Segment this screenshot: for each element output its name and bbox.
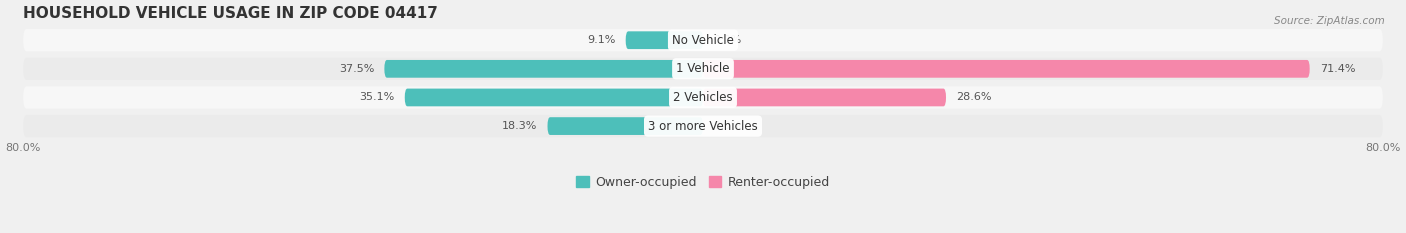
FancyBboxPatch shape: [405, 89, 703, 106]
FancyBboxPatch shape: [24, 86, 1382, 109]
Text: No Vehicle: No Vehicle: [672, 34, 734, 47]
Text: 71.4%: 71.4%: [1320, 64, 1355, 74]
FancyBboxPatch shape: [24, 29, 1382, 51]
FancyBboxPatch shape: [24, 115, 1382, 137]
Text: 2 Vehicles: 2 Vehicles: [673, 91, 733, 104]
FancyBboxPatch shape: [384, 60, 703, 78]
Text: 18.3%: 18.3%: [502, 121, 537, 131]
Text: Source: ZipAtlas.com: Source: ZipAtlas.com: [1274, 16, 1385, 26]
FancyBboxPatch shape: [626, 31, 703, 49]
Text: 28.6%: 28.6%: [956, 93, 991, 103]
Text: 0.0%: 0.0%: [713, 121, 741, 131]
Text: 35.1%: 35.1%: [360, 93, 395, 103]
FancyBboxPatch shape: [547, 117, 703, 135]
Text: 1 Vehicle: 1 Vehicle: [676, 62, 730, 75]
Text: 9.1%: 9.1%: [588, 35, 616, 45]
FancyBboxPatch shape: [703, 60, 1309, 78]
Text: 37.5%: 37.5%: [339, 64, 374, 74]
Legend: Owner-occupied, Renter-occupied: Owner-occupied, Renter-occupied: [571, 171, 835, 194]
Text: HOUSEHOLD VEHICLE USAGE IN ZIP CODE 04417: HOUSEHOLD VEHICLE USAGE IN ZIP CODE 0441…: [24, 6, 439, 21]
FancyBboxPatch shape: [703, 89, 946, 106]
Text: 0.0%: 0.0%: [713, 35, 741, 45]
Text: 3 or more Vehicles: 3 or more Vehicles: [648, 120, 758, 133]
FancyBboxPatch shape: [24, 58, 1382, 80]
